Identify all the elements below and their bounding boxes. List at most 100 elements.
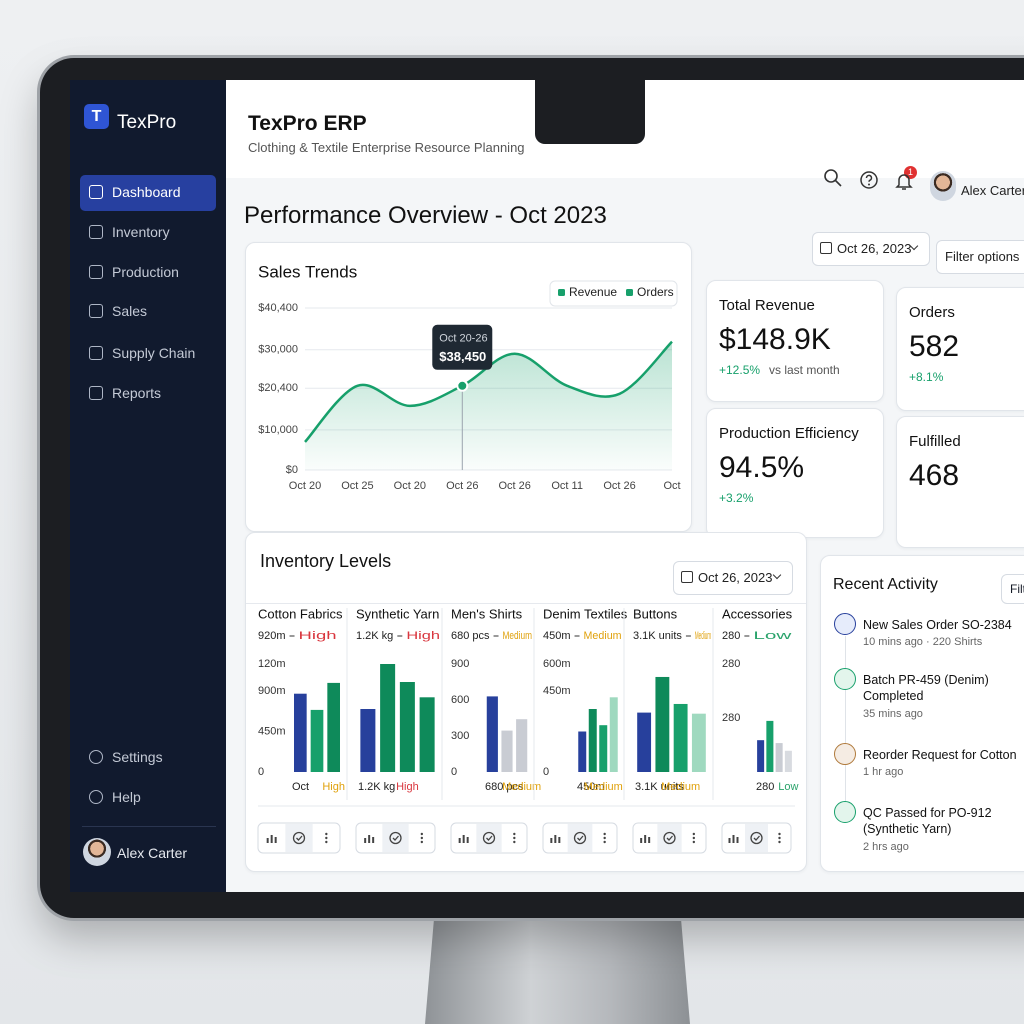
- logo: T: [84, 104, 109, 129]
- kpi-value: 94.5%: [719, 451, 805, 484]
- x-tick-label: Oct 11: [551, 480, 583, 492]
- check-action[interactable]: [482, 831, 496, 845]
- check-action[interactable]: [292, 831, 306, 845]
- calendar-icon: [820, 242, 832, 254]
- sidebar-user[interactable]: Alex Carter: [117, 845, 188, 861]
- camera-notch: [535, 80, 645, 144]
- bar: [380, 664, 396, 772]
- page-title: Performance Overview - Oct 2023: [244, 202, 607, 229]
- activity-meta: 2 hrs ago: [863, 841, 909, 853]
- check-action[interactable]: [750, 831, 763, 845]
- activity-meta: 35 mins ago: [863, 708, 923, 720]
- inventory-date-picker[interactable]: Oct 26, 2023: [673, 561, 793, 595]
- y-tick-label: 0: [543, 766, 549, 778]
- chart-action[interactable]: [550, 835, 561, 843]
- icon-part: [325, 836, 328, 840]
- bar: [775, 743, 783, 772]
- icon-part: [266, 838, 269, 843]
- nav-item[interactable]: Help: [112, 789, 141, 805]
- kpi-change: +12.5%: [719, 363, 761, 377]
- action-selected: [567, 824, 593, 852]
- mini-chart-summary: 1.2K kg: [356, 630, 393, 642]
- check-action[interactable]: [573, 831, 587, 845]
- nav-icon: [89, 346, 103, 360]
- icon-part: [420, 832, 424, 836]
- mini-chart-summary: 280: [722, 630, 740, 642]
- monitor-stand: [425, 900, 690, 1024]
- kpi-change: +8.1%: [909, 370, 944, 384]
- nav-icon: [89, 304, 103, 318]
- more-action[interactable]: [778, 832, 781, 844]
- activity-title-text[interactable]: Batch PR-459 (Denim) Completed: [863, 673, 989, 703]
- chart-action[interactable]: [728, 835, 739, 843]
- bar: [609, 697, 618, 772]
- date-picker[interactable]: Oct 26, 2023: [812, 232, 930, 266]
- y-tick-label: 0: [258, 766, 264, 778]
- bar: [294, 693, 307, 772]
- more-action[interactable]: [420, 832, 424, 844]
- y-tick-label: 600m: [543, 658, 571, 670]
- icon-part: [420, 840, 424, 844]
- chart-action[interactable]: [364, 835, 375, 843]
- activity-filter[interactable]: Filter: [1001, 574, 1024, 604]
- chart-action[interactable]: [640, 835, 651, 843]
- nav-item[interactable]: Settings: [112, 749, 163, 765]
- more-action[interactable]: [692, 832, 696, 844]
- chart-action[interactable]: [266, 835, 277, 843]
- icon-part: [692, 832, 696, 836]
- bar: [766, 720, 774, 772]
- nav-item[interactable]: Supply Chain: [112, 345, 196, 361]
- activity-icon: [834, 668, 856, 690]
- kpi-value: 468: [909, 459, 960, 492]
- help-button[interactable]: [858, 169, 880, 191]
- nav-item[interactable]: Dashboard: [112, 184, 181, 200]
- nav-item[interactable]: Reports: [112, 385, 162, 401]
- bar: [360, 709, 376, 772]
- bar: [784, 750, 792, 772]
- icon-part: [392, 835, 399, 841]
- more-action[interactable]: [603, 832, 606, 844]
- nav-item[interactable]: Inventory: [112, 224, 170, 240]
- more-action[interactable]: [325, 832, 328, 844]
- more-action[interactable]: [513, 832, 516, 844]
- y-tick-label: $30,000: [258, 344, 298, 356]
- icon-part: [648, 837, 651, 843]
- icon-part: [728, 838, 731, 843]
- x-tick-label: Oct 26: [499, 480, 531, 492]
- icon-part: [663, 831, 676, 845]
- x-tick-label: Oct 20: [394, 480, 426, 492]
- charts: Sales Trends $40,400 $30,000 $20,400 $10,000…: [257, 262, 799, 854]
- header-title: TexPro ERP: [248, 112, 367, 135]
- icon-part: [603, 836, 606, 840]
- filter-button[interactable]: Filter options: [936, 240, 1024, 274]
- y-tick-label: 450m: [543, 685, 571, 697]
- search-button[interactable]: [822, 167, 844, 189]
- bar: [757, 740, 765, 772]
- check-action[interactable]: [663, 831, 676, 845]
- nav-icon: [89, 790, 103, 804]
- icon-part: [482, 831, 496, 845]
- icon-part: [778, 836, 781, 840]
- bar: [599, 725, 608, 772]
- chart-action[interactable]: [458, 835, 469, 843]
- activity-title-text[interactable]: QC Passed for PO-912 (Synthetic Yarn): [863, 806, 992, 836]
- mini-chart-status: Medium: [584, 630, 622, 642]
- check-action[interactable]: [389, 831, 402, 845]
- icon-part: [692, 840, 696, 844]
- notifications-button[interactable]: [893, 170, 915, 192]
- mini-chart-status: High: [406, 630, 440, 642]
- bar: [673, 703, 688, 772]
- icon-part: [778, 832, 781, 836]
- activity-title-text[interactable]: Reorder Request for Cotton: [863, 748, 1017, 762]
- y-tick-label: 300: [451, 730, 469, 742]
- bar: [637, 712, 652, 772]
- kpi-card: Total Revenue $148.9K +12.5% vs last month: [706, 280, 884, 402]
- icon-part: [666, 835, 673, 841]
- nav-item[interactable]: Sales: [112, 303, 148, 319]
- bar: [327, 682, 340, 772]
- activity-icon: [834, 801, 856, 823]
- nav-item[interactable]: Production: [112, 264, 179, 280]
- bar: [655, 676, 670, 772]
- icon-part: [577, 835, 584, 841]
- activity-title-text[interactable]: New Sales Order SO-2384: [863, 618, 1012, 632]
